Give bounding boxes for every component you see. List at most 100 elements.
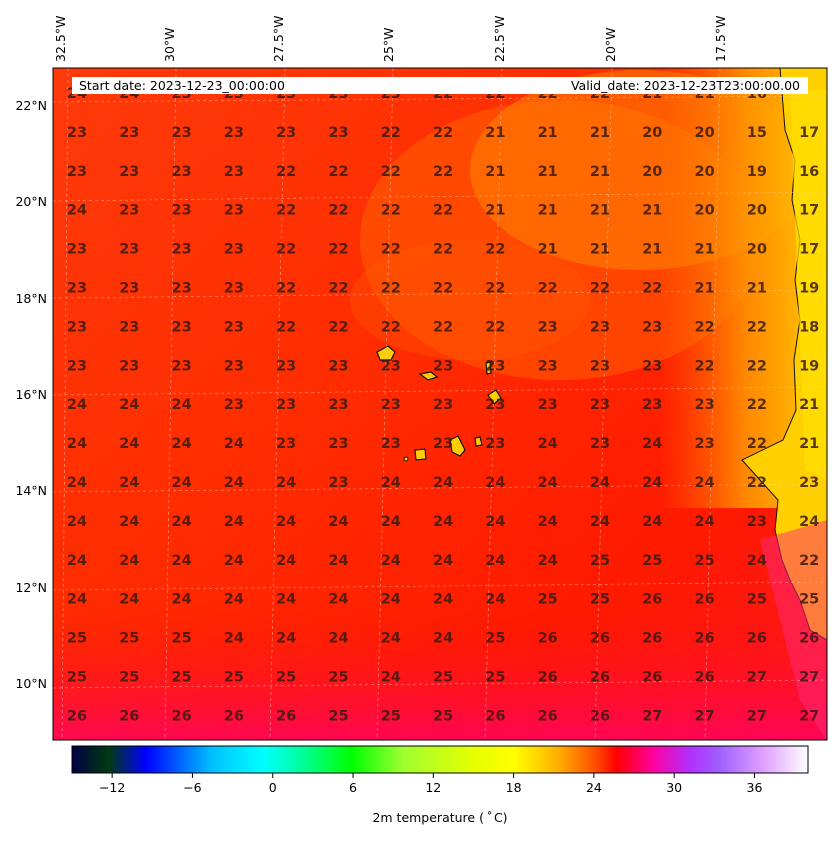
grid-value: 24 <box>119 553 139 569</box>
grid-value: 20 <box>695 203 715 219</box>
longitude-label: 32.5°W <box>53 16 68 62</box>
grid-value: 24 <box>119 397 139 413</box>
grid-value: 21 <box>590 242 610 258</box>
grid-value: 23 <box>433 397 453 413</box>
grid-value: 26 <box>67 708 87 724</box>
grid-value: 24 <box>538 475 558 491</box>
grid-value: 24 <box>172 436 192 452</box>
grid-value: 24 <box>276 514 296 530</box>
valid-date-text: Valid_date: 2023-12-23T23:00:00.00 <box>571 78 800 93</box>
grid-value: 23 <box>642 319 662 335</box>
grid-value: 26 <box>172 708 192 724</box>
grid-value: 22 <box>485 281 505 297</box>
grid-value: 24 <box>381 670 401 686</box>
longitude-label: 25°W <box>381 27 396 62</box>
grid-value: 25 <box>276 670 296 686</box>
temperature-map: 24 24 23 23 23 23 23 22 22 22 22 21 21 16 23 23 23 23 23 23… <box>53 68 827 740</box>
grid-value: 26 <box>485 708 505 724</box>
grid-value: 24 <box>642 475 662 491</box>
grid-value: 26 <box>224 708 244 724</box>
grid-value: 27 <box>747 670 767 686</box>
grid-value: 24 <box>590 475 610 491</box>
grid-value: 24 <box>328 631 348 647</box>
latitude-label: 22°N <box>15 98 47 113</box>
grid-value: 22 <box>381 125 401 141</box>
grid-value: 22 <box>799 553 819 569</box>
grid-value: 26 <box>119 708 139 724</box>
grid-value: 24 <box>119 436 139 452</box>
grid-value: 23 <box>119 242 139 258</box>
grid-value: 23 <box>695 436 715 452</box>
grid-value: 23 <box>224 164 244 180</box>
grid-value: 24 <box>224 592 244 608</box>
grid-value: 26 <box>799 631 819 647</box>
grid-value: 21 <box>799 397 819 413</box>
grid-value: 23 <box>67 164 87 180</box>
grid-value: 21 <box>695 242 715 258</box>
grid-value: 22 <box>433 242 453 258</box>
grid-value: 23 <box>590 319 610 335</box>
grid-value: 26 <box>695 631 715 647</box>
grid-value: 24 <box>224 436 244 452</box>
grid-value: 21 <box>642 242 662 258</box>
grid-value: 24 <box>485 514 505 530</box>
latitude-label: 16°N <box>15 387 47 402</box>
grid-value: 21 <box>485 125 505 141</box>
island-sao-vicente <box>418 371 439 381</box>
grid-value: 22 <box>328 242 348 258</box>
grid-value: 23 <box>67 281 87 297</box>
grid-value: 24 <box>328 592 348 608</box>
grid-value: 26 <box>642 592 662 608</box>
colorbar-gradient <box>71 745 809 774</box>
colorbar-label: 2m temperature ( ˚ C) <box>372 810 507 825</box>
grid-value: 24 <box>119 514 139 530</box>
grid-value: 25 <box>67 670 87 686</box>
grid-value: 21 <box>538 203 558 219</box>
grid-value: 17 <box>799 242 819 258</box>
colorbar-ticks: −12 −6 0 6 12 18 24 30 36 <box>99 773 762 795</box>
grid-value: 24 <box>328 553 348 569</box>
grid-value: 26 <box>642 670 662 686</box>
grid-value: 23 <box>590 436 610 452</box>
island-fogo <box>414 448 427 461</box>
grid-value: 22 <box>695 358 715 374</box>
grid-value: 25 <box>224 670 244 686</box>
grid-value: 24 <box>172 514 192 530</box>
grid-value: 24 <box>799 514 819 530</box>
grid-value: 23 <box>119 319 139 335</box>
grid-value: 24 <box>433 553 453 569</box>
grid-value: 24 <box>485 475 505 491</box>
grid-value: 21 <box>538 164 558 180</box>
grid-value: 23 <box>538 397 558 413</box>
grid-value: 23 <box>590 358 610 374</box>
colorbar-tick-label: 0 <box>269 780 277 795</box>
grid-value: 22 <box>485 319 505 335</box>
grid-value: 25 <box>119 631 139 647</box>
grid-value: 22 <box>433 164 453 180</box>
grid-value: 23 <box>67 319 87 335</box>
grid-value: 18 <box>799 319 819 335</box>
grid-value: 22 <box>433 281 453 297</box>
grid-value: 22 <box>747 436 767 452</box>
grid-value: 24 <box>381 553 401 569</box>
grid-value: 24 <box>67 397 87 413</box>
grid-value: 25 <box>172 631 192 647</box>
grid-value: 25 <box>381 708 401 724</box>
grid-value: 19 <box>799 358 819 374</box>
grid-value: 23 <box>119 125 139 141</box>
date-header: Start date: 2023-12-23_00:00:00 Valid_da… <box>72 77 808 94</box>
grid-value: 24 <box>67 514 87 530</box>
grid-value: 21 <box>642 203 662 219</box>
grid-value: 22 <box>538 281 558 297</box>
longitude-label: 30°W <box>162 27 177 62</box>
grid-value: 22 <box>433 125 453 141</box>
colorbar-tick-label: 30 <box>666 780 682 795</box>
grid-value: 26 <box>538 708 558 724</box>
grid-value: 25 <box>433 708 453 724</box>
grid-value: 27 <box>747 708 767 724</box>
grid-value: 26 <box>276 708 296 724</box>
grid-value: 19 <box>799 281 819 297</box>
grid-value: 24 <box>485 553 505 569</box>
grid-value: 25 <box>747 592 767 608</box>
